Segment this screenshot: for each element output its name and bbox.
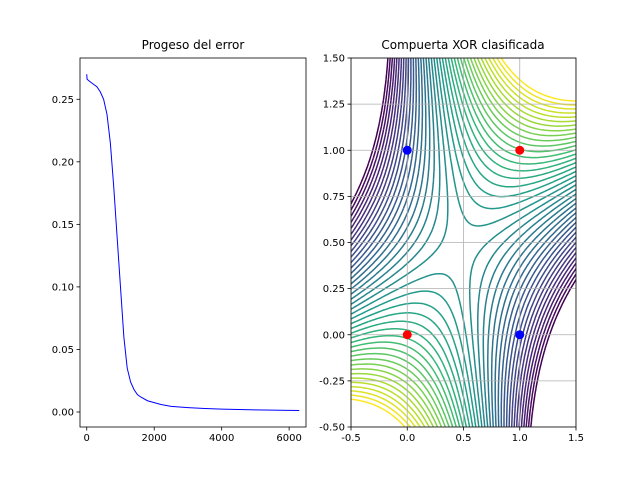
right-y-tick-label: -0.25 bbox=[319, 376, 345, 387]
contour-level-21 bbox=[351, 58, 576, 427]
xor-point-3 bbox=[515, 145, 525, 155]
right-y-tick-label: 1.25 bbox=[323, 100, 345, 111]
contour-level-33 bbox=[351, 58, 576, 427]
contour-level-20 bbox=[351, 58, 576, 427]
contour-level-8 bbox=[351, 58, 576, 427]
left-x-tick-label: 0 bbox=[84, 433, 90, 444]
contour-level-10 bbox=[351, 58, 576, 427]
contour-level-30 bbox=[351, 58, 576, 427]
left-x-tick-label: 4000 bbox=[209, 433, 234, 444]
contour-level-26 bbox=[351, 58, 576, 427]
xor-points bbox=[402, 145, 525, 340]
contour-level-34 bbox=[351, 58, 576, 427]
left-ticks: 0 2000 4000 6000 0.00 0.05 0.10 0.15 0.20 0.25 bbox=[52, 95, 302, 444]
right-x-tick-label: -0.5 bbox=[341, 433, 361, 444]
right-x-tick-label: 0.0 bbox=[399, 433, 415, 444]
contour-level-23 bbox=[351, 58, 576, 427]
contour-level-27 bbox=[351, 58, 576, 427]
contour-level-24 bbox=[351, 58, 576, 427]
contour-level-36 bbox=[351, 58, 576, 427]
right-x-tick-label: 1.0 bbox=[512, 433, 528, 444]
right-ticks: -0.5 0.0 0.5 1.0 1.5 -0.50 -0.25 0.00 0.25 0.50 0.… bbox=[319, 54, 584, 445]
contour-level-22 bbox=[351, 58, 576, 427]
left-y-tick-label: 0.10 bbox=[52, 282, 74, 293]
contour-level-12 bbox=[351, 58, 576, 427]
contour-level-29 bbox=[351, 58, 576, 427]
contour-level-1 bbox=[351, 58, 576, 427]
right-chart-title: Compuerta XOR clasificada bbox=[381, 38, 544, 52]
contour-level-39 bbox=[351, 58, 576, 427]
error-series-group bbox=[86, 74, 300, 411]
left-y-tick-label: 0.00 bbox=[52, 407, 74, 418]
xor-point-2 bbox=[515, 330, 525, 340]
contour-level-3 bbox=[351, 58, 576, 427]
contour-level-37 bbox=[351, 58, 576, 427]
left-y-tick-label: 0.05 bbox=[52, 345, 74, 356]
contour-level-15 bbox=[351, 58, 576, 427]
left-y-tick-label: 0.15 bbox=[52, 220, 74, 231]
right-x-tick-label: 0.5 bbox=[456, 433, 472, 444]
error-line-0 bbox=[86, 74, 300, 411]
contour-level-19 bbox=[351, 58, 576, 427]
contour-level-16 bbox=[351, 58, 576, 427]
contour-level-0 bbox=[351, 58, 576, 427]
contour-level-2 bbox=[351, 58, 576, 427]
xor-point-0 bbox=[402, 330, 412, 340]
right-y-tick-label: 0.50 bbox=[323, 238, 345, 249]
left-axes-frame bbox=[79, 57, 307, 428]
right-y-tick-label: 1.00 bbox=[323, 146, 345, 157]
contour-level-13 bbox=[351, 58, 576, 427]
left-y-tick-label: 0.25 bbox=[52, 95, 74, 106]
contour-level-11 bbox=[351, 58, 576, 427]
right-grid bbox=[351, 58, 576, 427]
xor-point-1 bbox=[402, 145, 412, 155]
left-y-tick-label: 0.20 bbox=[52, 157, 74, 168]
contour-level-35 bbox=[351, 58, 576, 427]
left-x-tick-label: 6000 bbox=[276, 433, 301, 444]
contour-level-38 bbox=[351, 58, 576, 427]
left-x-tick-label: 2000 bbox=[141, 433, 166, 444]
right-x-tick-label: 1.5 bbox=[568, 433, 584, 444]
contour-level-9 bbox=[351, 58, 576, 427]
contour-level-14 bbox=[351, 58, 576, 427]
contour-level-17 bbox=[351, 58, 576, 427]
right-y-tick-label: 1.50 bbox=[323, 54, 345, 65]
right-y-tick-label: 0.00 bbox=[323, 330, 345, 341]
right-y-tick-label: 0.75 bbox=[323, 192, 345, 203]
decision-contours bbox=[351, 58, 576, 427]
contour-level-4 bbox=[351, 58, 576, 427]
left-chart-title: Progeso del error bbox=[142, 38, 245, 52]
contour-level-25 bbox=[351, 58, 576, 427]
xor-classification-axes: -0.5 0.0 0.5 1.0 1.5 -0.50 -0.25 0.00 0.25 0.50 0.… bbox=[319, 38, 584, 444]
contour-level-6 bbox=[351, 58, 576, 427]
contour-level-18 bbox=[351, 58, 576, 427]
right-y-tick-label: -0.50 bbox=[319, 423, 345, 434]
error-progress-axes: 0 2000 4000 6000 0.00 0.05 0.10 0.15 0.20 0.25 Pr… bbox=[52, 38, 307, 444]
right-y-tick-label: 0.25 bbox=[323, 284, 345, 295]
